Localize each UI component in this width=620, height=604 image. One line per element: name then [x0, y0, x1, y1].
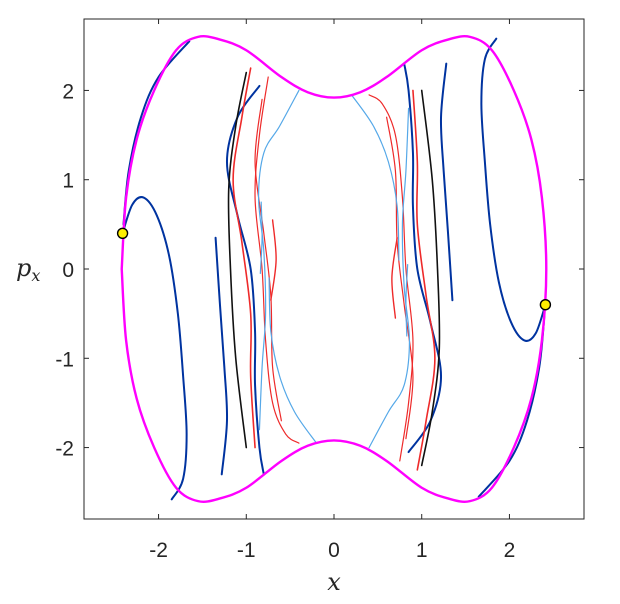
curve-dark-blue	[480, 37, 547, 342]
y-tick-label: -2	[55, 438, 74, 461]
curve-light-blue	[350, 94, 400, 261]
curve-light-blue	[405, 263, 409, 337]
y-tick-label: -1	[55, 348, 74, 371]
curve-light-blue	[257, 89, 300, 431]
curve-red	[386, 116, 414, 440]
x-tick-label: 0	[328, 539, 340, 562]
y-axis-label-main: p	[16, 254, 31, 282]
y-tick-label: 0	[62, 259, 74, 282]
marker-points	[116, 227, 552, 311]
curve-light-blue	[268, 277, 318, 444]
x-axis-label: x	[327, 568, 341, 596]
curve-boundary	[120, 35, 548, 503]
curve-dark-blue	[121, 196, 188, 501]
curve-red	[232, 67, 256, 449]
curve-light-blue	[368, 107, 411, 449]
x-tick-label: 1	[416, 539, 428, 562]
trajectory-curves	[120, 35, 548, 503]
curve-red	[270, 219, 277, 301]
curve-black	[227, 71, 248, 449]
marker-point	[116, 227, 129, 239]
curve-red	[368, 94, 414, 462]
y-axis-ticks: -2 -1 0 1 2	[55, 80, 584, 461]
y-tick-label: 2	[62, 80, 74, 103]
marker-point	[539, 299, 552, 311]
y-tick-label: 1	[62, 170, 74, 193]
x-tick-label: -2	[149, 539, 168, 562]
x-tick-label: -1	[237, 539, 256, 562]
curve-dark-blue	[214, 236, 229, 476]
curve-dark-blue	[225, 84, 265, 476]
curve-dark-blue	[439, 62, 454, 302]
curve-red	[254, 76, 300, 444]
x-tick-label: 2	[504, 539, 516, 562]
curve-red	[254, 98, 282, 422]
curve-red	[412, 89, 436, 471]
x-axis-ticks: -2 -1 0 1 2	[149, 19, 515, 562]
curve-light-blue	[259, 201, 263, 275]
curve-black	[420, 89, 441, 467]
curve-dark-blue	[403, 62, 443, 454]
curve-red	[391, 237, 398, 319]
y-axis-label: px	[16, 254, 40, 285]
y-axis-label-sub: x	[31, 266, 40, 285]
